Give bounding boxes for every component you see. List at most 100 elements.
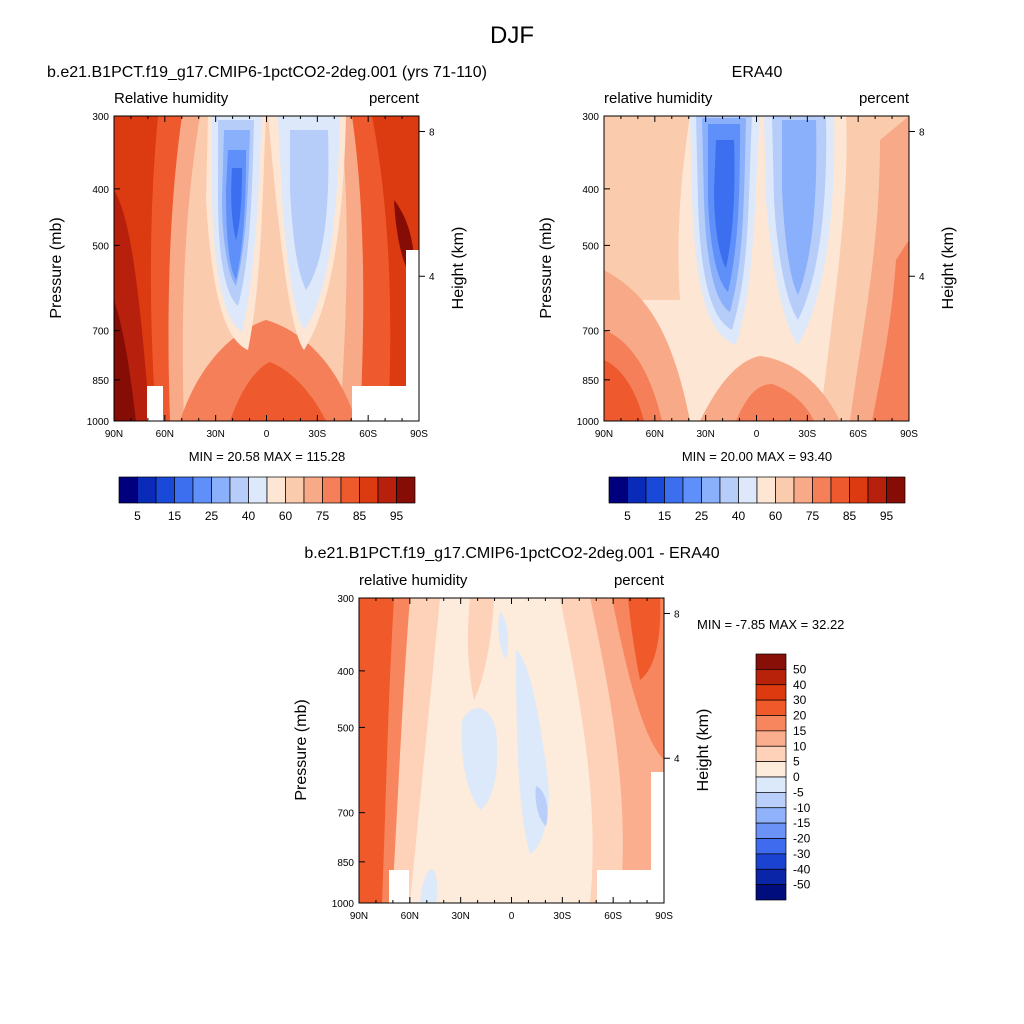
panel-era40-ylabel: Pressure (mb) — [538, 217, 555, 318]
colorbar-label: 5 — [134, 509, 141, 523]
panel-era40-stats: MIN = 20.00 MAX = 93.40 — [682, 449, 832, 464]
colorbar-swatch — [755, 853, 787, 870]
x-tick-label: 30S — [308, 429, 326, 440]
colorbar-swatch — [266, 476, 286, 504]
y-tick-label: 500 — [582, 241, 599, 252]
fill-sh-peak — [628, 598, 661, 680]
x-tick-label: 90S — [655, 911, 673, 922]
x-tick-label: 90N — [350, 911, 368, 922]
fill-missing-antarctica — [352, 386, 419, 421]
colorbar-swatch — [756, 476, 776, 504]
colorbar-label: 60 — [769, 509, 783, 523]
colorbar-swatch — [664, 476, 684, 504]
colorbar-swatch — [396, 476, 416, 504]
panel-era40-title: ERA40 — [732, 64, 783, 81]
x-tick-label: 30S — [553, 911, 571, 922]
y-tick-label: 700 — [92, 327, 109, 338]
y-tick-label: 1000 — [87, 417, 110, 428]
colorbar-swatch — [608, 476, 628, 504]
colorbar-swatch — [849, 476, 869, 504]
x-tick-label: 60S — [604, 911, 622, 922]
fill-tropical-negative-sh-inner — [535, 786, 548, 826]
panel-difference-title: b.e21.B1PCT.f19_g17.CMIP6-1pctCO2-2deg.0… — [304, 545, 719, 562]
panel-difference: b.e21.B1PCT.f19_g17.CMIP6-1pctCO2-2deg.0… — [293, 545, 844, 922]
panel-era40-variable-label: relative humidity — [604, 90, 713, 107]
colorbar-swatch — [755, 715, 787, 732]
colorbar-swatch — [755, 776, 787, 793]
colorbar-label: -40 — [793, 862, 811, 876]
colorbar-label: 95 — [390, 509, 404, 523]
panel-era40-contours — [604, 116, 909, 421]
colorbar-swatch — [812, 476, 832, 504]
panel-model-ylabel-right: Height (km) — [450, 227, 467, 310]
x-tick-label: 60N — [401, 911, 419, 922]
colorbar-label: 20 — [793, 709, 807, 723]
colorbar-label: 40 — [732, 509, 746, 523]
y-tick-label: 400 — [337, 667, 354, 678]
x-tick-label: 0 — [264, 429, 270, 440]
panel-difference-ylabel: Pressure (mb) — [293, 699, 310, 800]
fill-dry-nh-core — [714, 140, 735, 268]
colorbar-label: 60 — [279, 509, 293, 523]
colorbar-swatch — [755, 792, 787, 809]
colorbar-swatch — [886, 476, 906, 504]
y-tick-label: 500 — [92, 241, 109, 252]
fill-missing-nh-surface — [389, 870, 409, 903]
y-tick-label: 1000 — [332, 899, 355, 910]
panel-era40-units-label: percent — [859, 90, 910, 107]
y-tick-label: 300 — [582, 112, 599, 123]
x-tick-label: 30N — [451, 911, 469, 922]
colorbar-swatch — [755, 730, 787, 747]
panel-era40: ERA40 relative humidity percent 90N 60N 30… — [538, 64, 957, 523]
colorbar-label: 5 — [793, 755, 800, 769]
panel-model-colorbar: 5 15 25 40 60 75 85 95 — [118, 476, 416, 523]
colorbar-swatch — [359, 476, 379, 504]
panel-difference-ylabel-right: Height (km) — [695, 709, 712, 792]
colorbar-label: 10 — [793, 739, 807, 753]
colorbar-swatch — [755, 807, 787, 824]
colorbar-label: 85 — [353, 509, 367, 523]
colorbar-swatch — [285, 476, 305, 504]
y-tick-label: 700 — [337, 809, 354, 820]
colorbar-swatch — [755, 653, 787, 670]
fill-missing-nh-surface — [147, 386, 163, 421]
panel-model-ylabel: Pressure (mb) — [48, 217, 65, 318]
panel-difference-stats: MIN = -7.85 MAX = 32.22 — [697, 617, 844, 632]
y-right-tick-label: 8 — [919, 127, 925, 138]
colorbar-label: 25 — [205, 509, 219, 523]
colorbar-swatch — [755, 761, 787, 778]
fill-missing-antarctica — [597, 870, 664, 903]
colorbar-swatch — [775, 476, 795, 504]
y-tick-label: 500 — [337, 723, 354, 734]
colorbar-swatch — [174, 476, 194, 504]
colorbar-swatch — [701, 476, 721, 504]
x-tick-label: 60S — [849, 429, 867, 440]
colorbar-label: 40 — [242, 509, 256, 523]
colorbar-swatch — [830, 476, 850, 504]
colorbar-swatch — [340, 476, 360, 504]
fill-sh-moist-inner — [872, 240, 909, 421]
colorbar-swatch — [867, 476, 887, 504]
colorbar-label: -30 — [793, 847, 811, 861]
panel-era40-axes: 90N 60N 30N 0 30S 60S 90S 300 400 500 700 850 1000 8 4 — [577, 112, 925, 440]
colorbar-label: 25 — [695, 509, 709, 523]
colorbar-swatch — [322, 476, 342, 504]
fill-tropical-negative-nh — [461, 707, 498, 810]
fill-missing-sh-edge — [406, 250, 419, 386]
fill-nh-positive-core — [359, 598, 394, 903]
fill-tropical-surface-inner — [736, 384, 814, 421]
colorbar-swatch — [755, 745, 787, 762]
colorbar-swatch — [192, 476, 212, 504]
colorbar-label: 75 — [316, 509, 330, 523]
colorbar-swatch — [211, 476, 231, 504]
colorbar-swatch — [155, 476, 175, 504]
x-tick-label: 0 — [754, 429, 760, 440]
y-right-tick-label: 8 — [429, 127, 435, 138]
panel-model-units-label: percent — [369, 90, 420, 107]
x-tick-label: 60N — [646, 429, 664, 440]
fill-nh-surface-core — [604, 360, 644, 421]
colorbar-label: 75 — [806, 509, 820, 523]
colorbar-swatch — [755, 884, 787, 901]
x-tick-label: 90N — [105, 429, 123, 440]
colorbar-swatch — [248, 476, 268, 504]
